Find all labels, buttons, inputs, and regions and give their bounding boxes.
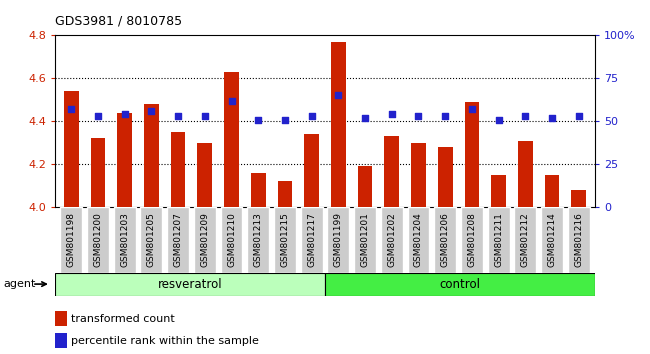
Bar	[118, 113, 132, 207]
Point	[280, 117, 290, 122]
Text: GSM801203: GSM801203	[120, 212, 129, 267]
Text: GSM801214: GSM801214	[547, 212, 556, 267]
Point	[440, 113, 450, 119]
FancyBboxPatch shape	[325, 273, 595, 296]
Point	[173, 113, 183, 119]
Text: GSM801204: GSM801204	[414, 212, 423, 267]
Bar	[384, 136, 399, 207]
Text: GSM801210: GSM801210	[227, 212, 236, 267]
Text: GSM801201: GSM801201	[361, 212, 370, 267]
FancyBboxPatch shape	[114, 207, 136, 273]
FancyBboxPatch shape	[434, 207, 456, 273]
Text: GSM801206: GSM801206	[441, 212, 450, 267]
Text: GSM801211: GSM801211	[494, 212, 503, 267]
FancyBboxPatch shape	[568, 207, 590, 273]
Text: percentile rank within the sample: percentile rank within the sample	[72, 336, 259, 346]
Text: GSM801217: GSM801217	[307, 212, 316, 267]
FancyBboxPatch shape	[408, 207, 430, 273]
Text: GDS3981 / 8010785: GDS3981 / 8010785	[55, 14, 183, 27]
Point	[413, 113, 424, 119]
Bar	[438, 147, 452, 207]
Point	[306, 113, 317, 119]
Point	[520, 113, 530, 119]
FancyBboxPatch shape	[167, 207, 189, 273]
Point	[360, 115, 370, 121]
Bar	[571, 190, 586, 207]
Point	[253, 117, 263, 122]
Point	[573, 113, 584, 119]
Text: GSM801205: GSM801205	[147, 212, 156, 267]
Bar	[171, 132, 185, 207]
Text: control: control	[439, 278, 480, 291]
Bar	[545, 175, 560, 207]
Text: GSM801200: GSM801200	[94, 212, 103, 267]
FancyBboxPatch shape	[328, 207, 349, 273]
FancyBboxPatch shape	[140, 207, 162, 273]
Point	[493, 117, 504, 122]
Point	[146, 108, 157, 114]
Text: GSM801213: GSM801213	[254, 212, 263, 267]
Text: agent: agent	[3, 279, 36, 289]
Point	[120, 112, 130, 117]
FancyBboxPatch shape	[274, 207, 296, 273]
Point	[333, 93, 344, 98]
Point	[467, 107, 477, 112]
Bar	[278, 181, 292, 207]
FancyBboxPatch shape	[461, 207, 483, 273]
Text: GSM801207: GSM801207	[174, 212, 183, 267]
Bar	[55, 333, 67, 348]
FancyBboxPatch shape	[247, 207, 269, 273]
FancyBboxPatch shape	[194, 207, 216, 273]
Bar	[55, 311, 67, 326]
Bar	[251, 173, 266, 207]
Text: resveratrol: resveratrol	[158, 278, 222, 291]
Bar	[304, 134, 319, 207]
Text: GSM801215: GSM801215	[280, 212, 289, 267]
FancyBboxPatch shape	[60, 207, 82, 273]
Bar	[331, 42, 346, 207]
Point	[387, 112, 397, 117]
FancyBboxPatch shape	[55, 273, 325, 296]
Text: GSM801208: GSM801208	[467, 212, 476, 267]
Bar	[64, 91, 79, 207]
Point	[200, 113, 210, 119]
Point	[66, 107, 77, 112]
Bar	[224, 72, 239, 207]
Bar	[198, 143, 212, 207]
Point	[93, 113, 103, 119]
Text: GSM801216: GSM801216	[574, 212, 583, 267]
Bar	[411, 143, 426, 207]
FancyBboxPatch shape	[488, 207, 510, 273]
FancyBboxPatch shape	[514, 207, 536, 273]
Bar	[358, 166, 372, 207]
Text: GSM801198: GSM801198	[67, 212, 76, 267]
Bar	[90, 138, 105, 207]
FancyBboxPatch shape	[220, 207, 242, 273]
Bar	[491, 175, 506, 207]
Text: GSM801202: GSM801202	[387, 212, 396, 267]
Bar	[518, 141, 532, 207]
FancyBboxPatch shape	[87, 207, 109, 273]
Bar	[144, 104, 159, 207]
Point	[226, 98, 237, 103]
Bar	[465, 102, 479, 207]
FancyBboxPatch shape	[354, 207, 376, 273]
FancyBboxPatch shape	[301, 207, 322, 273]
Text: GSM801209: GSM801209	[200, 212, 209, 267]
Text: transformed count: transformed count	[72, 314, 176, 324]
FancyBboxPatch shape	[541, 207, 563, 273]
Point	[547, 115, 557, 121]
Text: GSM801199: GSM801199	[334, 212, 343, 267]
Text: GSM801212: GSM801212	[521, 212, 530, 267]
FancyBboxPatch shape	[381, 207, 403, 273]
